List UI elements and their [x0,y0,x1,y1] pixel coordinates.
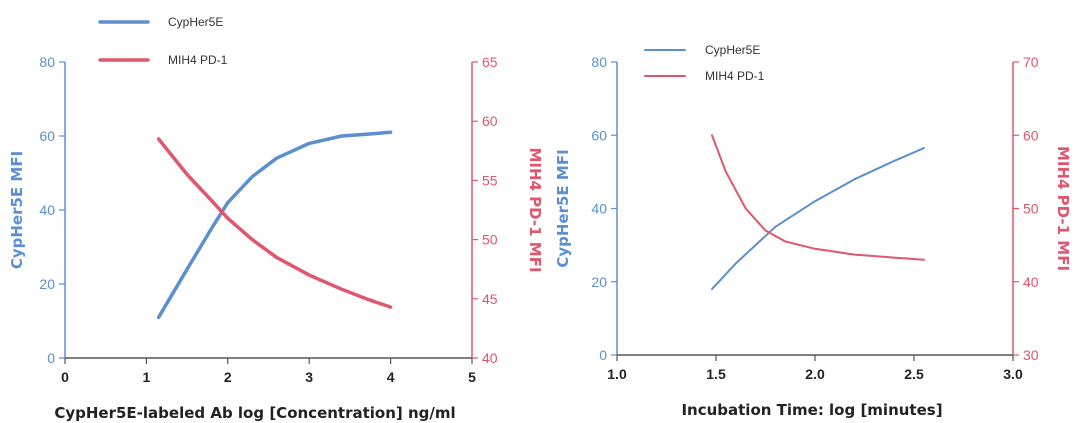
x-tick-label: 1 [143,369,151,385]
left-y-tick-label: 40 [39,202,55,218]
left-y-tick-label: 0 [599,347,607,363]
series-line-mih4-pd-1 [711,134,925,261]
right-y-tick-label: 40 [482,350,498,366]
left-y-tick-label: 40 [591,201,607,217]
x-tick-label: 0 [61,369,69,385]
legend-label: MIH4 PD-1 [705,69,765,83]
left-y-tick-label: 60 [591,127,607,143]
right-y-tick-label: 50 [1023,201,1039,217]
right-y-tick-label: 55 [482,172,498,188]
series-line-mih4-pd-1 [156,137,393,309]
x-tick-label: 1.0 [607,366,627,382]
left-y-axis-title: CypHer5E MFI [8,151,26,269]
chart-1: 0 1 2 3 4 5020406080404550556065CypHer5E-labe… [8,15,544,422]
x-axis-title: Incubation Time: log [minutes] [681,401,942,419]
right-y-tick-label: 60 [1023,127,1039,143]
right-y-axis-title: MIH4 PD-1 MFI [526,147,544,272]
series-line-cypher5e [156,130,393,320]
left-y-tick-label: 0 [47,350,55,366]
left-y-tick-label: 80 [39,54,55,70]
right-y-tick-label: 40 [1023,274,1039,290]
right-y-tick-label: 50 [482,232,498,248]
right-y-tick-label: 65 [482,54,498,70]
x-tick-label: 1.5 [706,366,726,382]
x-tick-label: 2 [224,369,232,385]
x-tick-label: 4 [387,369,395,385]
left-y-tick-label: 20 [591,274,607,290]
left-y-tick-label: 80 [591,54,607,70]
chart-2: 1.0 1.5 2.0 2.5 3.0 0 20 40 60 80 30 40 50 60 70 Incuba… [554,43,1072,419]
left-y-tick-label: 20 [39,276,55,292]
left-y-axis-title: CypHer5E MFI [554,149,572,267]
legend-label: MIH4 PD-1 [168,53,228,67]
right-y-tick-label: 45 [482,291,498,307]
legend-label: CypHer5E [705,43,760,57]
series-line-cypher5e [711,147,925,291]
legend-label: CypHer5E [168,15,223,29]
x-tick-label: 5 [468,369,476,385]
right-y-tick-label: 30 [1023,347,1039,363]
x-axis-title: CypHer5E-labeled Ab log [Concentration] … [54,404,455,422]
x-tick-label: 3 [305,369,313,385]
left-y-tick-label: 60 [39,128,55,144]
right-y-axis-title: MIH4 PD-1 MFI [1054,146,1072,271]
right-y-tick-label: 70 [1023,54,1039,70]
right-y-tick-label: 60 [482,113,498,129]
x-tick-label: 2.0 [805,366,825,382]
x-tick-label: 3.0 [1003,366,1023,382]
x-tick-label: 2.5 [904,366,924,382]
